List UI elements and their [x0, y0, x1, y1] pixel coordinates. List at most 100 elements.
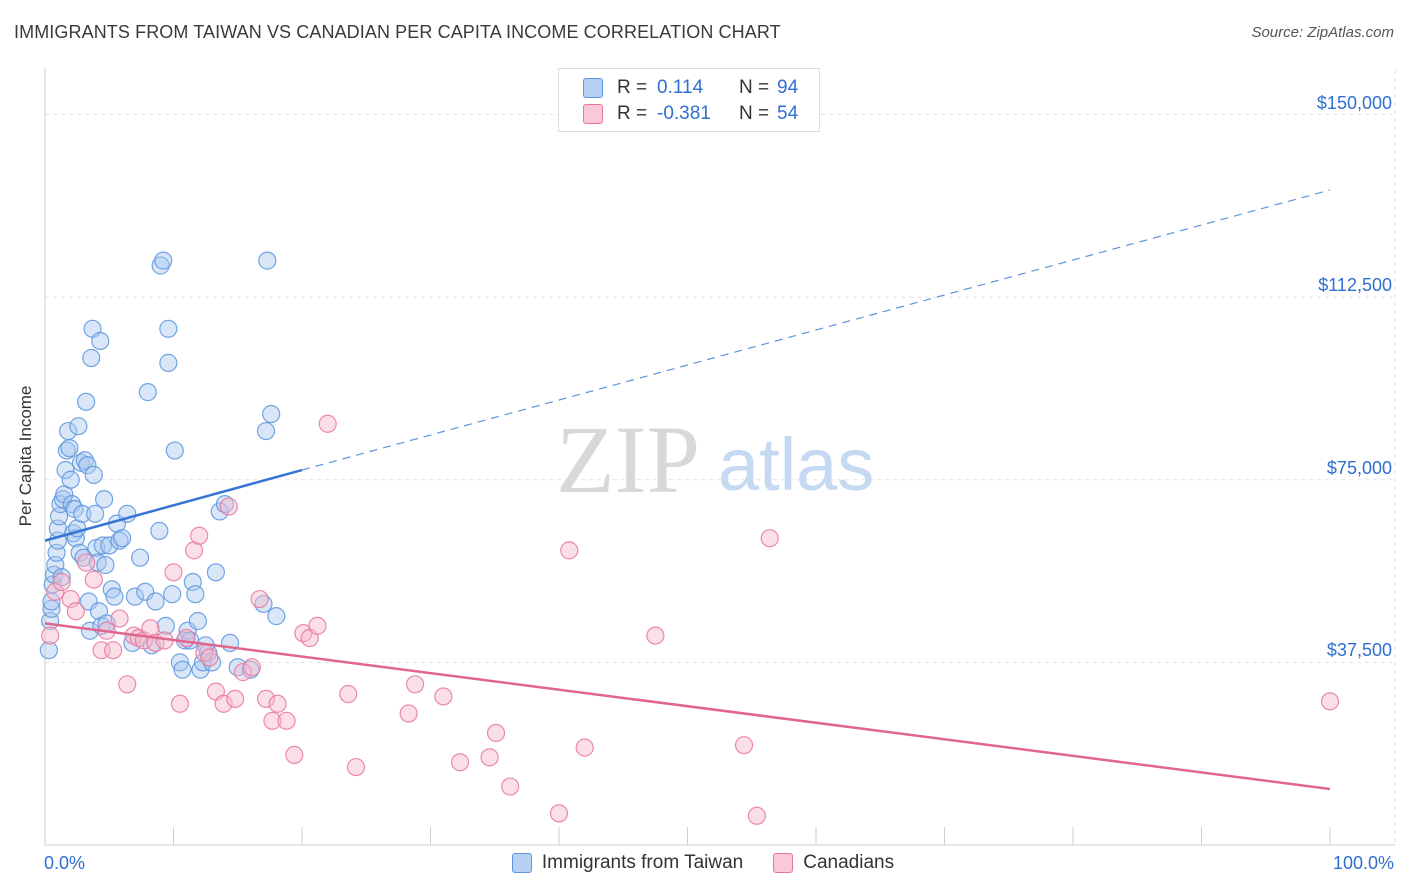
taiwan-point — [56, 460, 75, 480]
legend-r-value: 0.114 — [657, 77, 704, 98]
canadian-point — [285, 745, 304, 765]
taiwan-point — [186, 585, 205, 604]
canadian-point — [164, 563, 183, 582]
taiwan-point — [112, 529, 132, 548]
taiwan-point — [170, 653, 190, 672]
canadian-trend-line — [44, 622, 1331, 791]
taiwan-point — [73, 504, 92, 523]
bottom-legend-label-canadians: Canadians — [803, 852, 895, 873]
legend-r-label: R = — [617, 77, 648, 98]
taiwan-point — [125, 587, 145, 606]
canadian-point — [110, 609, 129, 628]
taiwan-point — [150, 521, 169, 540]
y-tick-label: $150,000 — [1316, 92, 1392, 113]
canadian-point — [52, 572, 71, 592]
canadian-point — [560, 541, 579, 560]
taiwan-point — [86, 504, 105, 523]
canadian-point — [104, 641, 123, 660]
axes — [44, 68, 1395, 846]
taiwan-point — [151, 256, 170, 275]
canadian-point — [268, 694, 287, 713]
taiwan-point — [78, 456, 97, 475]
y-tick-label: $37,500 — [1326, 640, 1392, 661]
canadian-point — [339, 684, 358, 704]
data-points — [39, 251, 1340, 825]
taiwan-point — [159, 353, 178, 372]
taiwan-point — [74, 548, 93, 567]
taiwan-point — [105, 587, 124, 606]
taiwan-point — [82, 348, 101, 368]
taiwan-point — [154, 251, 173, 270]
legend-swatch-canadians — [583, 104, 603, 124]
taiwan-point — [130, 548, 150, 567]
canadian-point — [41, 626, 60, 645]
taiwan-point — [39, 641, 58, 660]
taiwan-point — [202, 653, 222, 672]
y-tick-label: $75,000 — [1326, 457, 1392, 478]
taiwan-point — [156, 616, 175, 635]
canadian-point — [760, 529, 779, 548]
canadian-point — [46, 582, 65, 601]
y-axis-label: Per Capita Income — [16, 385, 35, 527]
legend-r-label: R = — [617, 103, 648, 124]
canadian-point — [747, 806, 766, 825]
taiwan-point — [42, 599, 61, 618]
taiwan-point — [262, 404, 281, 424]
taiwan-point — [110, 531, 129, 550]
legend-n-value: 94 — [777, 77, 799, 98]
taiwan-point — [60, 439, 79, 458]
bottom-legend: Immigrants from Taiwan Canadians — [0, 852, 1406, 874]
taiwan-point — [258, 251, 277, 270]
watermark-zip: ZIP — [556, 406, 700, 513]
taiwan-point — [163, 585, 182, 604]
taiwan-point — [91, 331, 110, 351]
chart-source: Source: ZipAtlas.com — [1251, 24, 1394, 41]
legend-n-value: 54 — [777, 103, 799, 124]
watermark: ZIP atlas — [556, 406, 874, 513]
bottom-legend-swatch-taiwan — [511, 853, 532, 873]
canadian-point — [66, 602, 85, 621]
canadian-point — [434, 687, 453, 706]
canadian-point — [250, 589, 269, 609]
canadian-point — [399, 704, 418, 723]
taiwan-point — [61, 470, 80, 489]
taiwan-trend-extension — [301, 189, 1331, 471]
canadian-point — [277, 711, 296, 730]
legend-row-taiwan: R = 0.114 N = 94 — [583, 75, 798, 101]
taiwan-point — [84, 465, 103, 484]
taiwan-point — [159, 319, 178, 338]
canadian-point — [346, 757, 366, 777]
legend-swatch-taiwan — [583, 78, 603, 98]
taiwan-point — [256, 421, 276, 441]
canadian-point — [450, 753, 470, 772]
canadian-point — [214, 694, 233, 713]
legend-n-label: N = — [739, 77, 770, 98]
legend-n-label: N = — [739, 103, 770, 124]
legend-row-canadians: R = -0.381 N = 54 — [583, 101, 798, 127]
taiwan-point — [75, 451, 94, 470]
bottom-legend-taiwan: Immigrants from Taiwan — [511, 852, 743, 874]
taiwan-point — [267, 607, 286, 626]
taiwan-point — [93, 536, 112, 555]
canadian-point — [734, 736, 754, 755]
taiwan-point — [146, 592, 165, 611]
taiwan-point — [57, 441, 76, 460]
taiwan-point — [95, 490, 114, 509]
taiwan-point — [188, 611, 208, 631]
canadian-point — [1320, 692, 1340, 711]
canadian-point — [405, 675, 425, 694]
taiwan-point — [165, 441, 184, 460]
canadian-point — [575, 738, 594, 757]
taiwan-point — [138, 383, 157, 402]
canadian-point — [84, 570, 103, 589]
legend-r-value: -0.381 — [657, 103, 711, 124]
watermark-atlas: atlas — [718, 423, 874, 506]
y-tick-label: $112,500 — [1318, 275, 1392, 296]
x-tick-left: 0.0% — [44, 853, 86, 873]
canadian-point — [190, 526, 209, 545]
bottom-legend-swatch-canadians — [773, 853, 794, 873]
canadian-point — [233, 663, 252, 682]
legend: R = 0.114 N = 94 R = -0.381 N = 54 — [558, 68, 820, 132]
canadian-point — [501, 777, 520, 796]
taiwan-point — [102, 580, 121, 599]
